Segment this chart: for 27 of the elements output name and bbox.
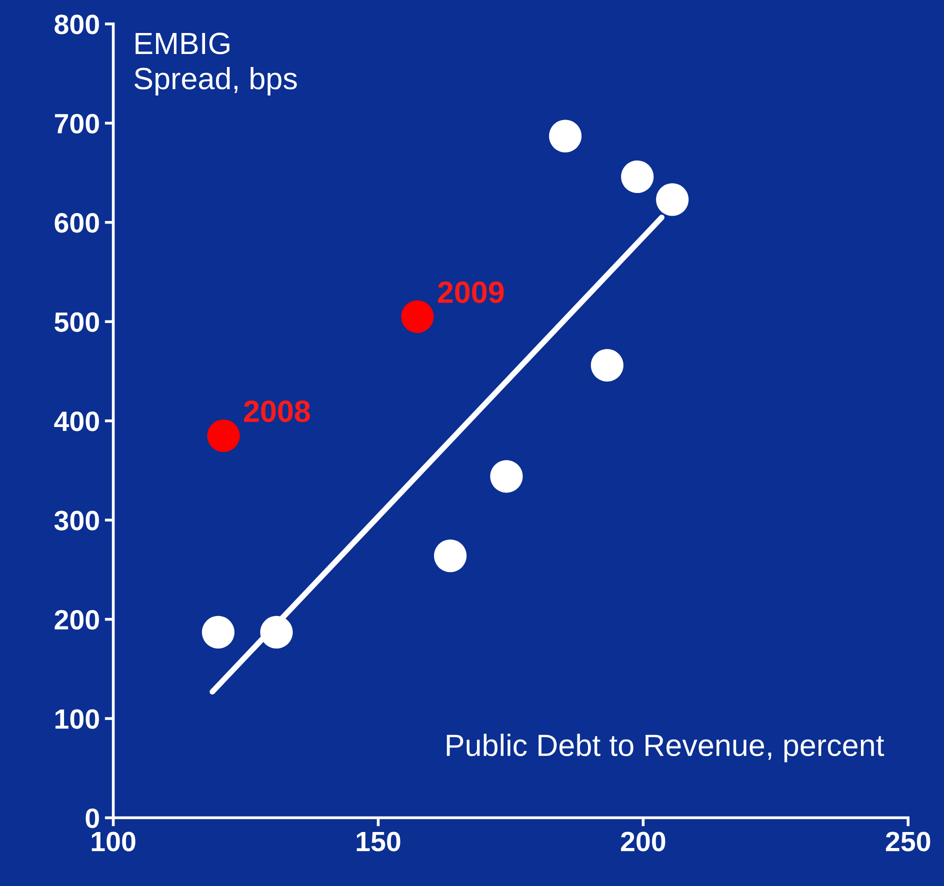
y-tick-label: 700 (54, 114, 99, 134)
x-tick-label: 200 (620, 832, 666, 852)
point (434, 540, 467, 572)
annotation: 2008 (244, 400, 310, 422)
point (207, 419, 240, 452)
y-tick-label: 100 (55, 709, 99, 729)
y-axis-title: EMBIG Spread, bps (134, 32, 297, 96)
annotation: 2009 (438, 281, 504, 304)
point (590, 348, 624, 382)
y-tick-label: 800 (54, 14, 99, 34)
y-tick-label: 0 (86, 808, 99, 828)
x-axis-title: Public Debt to Revenue, percent (446, 734, 884, 762)
x-tick-label: 250 (886, 832, 930, 852)
y-tick-label: 400 (54, 412, 99, 432)
y-tick-label: 300 (54, 510, 99, 530)
point (202, 616, 234, 648)
point (401, 300, 434, 333)
x-tick-label: 150 (356, 832, 400, 852)
point (548, 120, 582, 152)
x-tick-label: 100 (92, 832, 136, 852)
y-tick-label: 600 (54, 213, 99, 233)
y-tick-label: 200 (54, 610, 99, 630)
point (656, 183, 689, 216)
y-tick-label: 500 (54, 312, 99, 332)
point (260, 616, 293, 648)
point (490, 460, 523, 493)
point (621, 160, 654, 194)
